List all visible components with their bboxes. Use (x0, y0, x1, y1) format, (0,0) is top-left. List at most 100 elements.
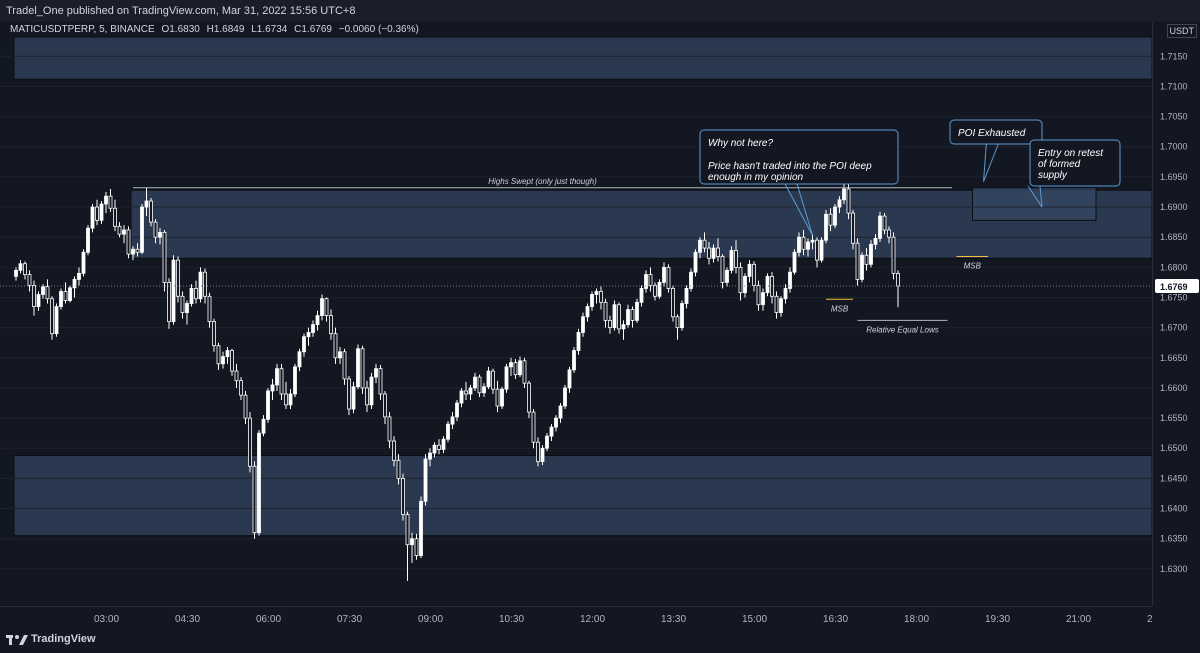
candle[interactable] (666, 264, 671, 293)
candle[interactable] (851, 210, 855, 250)
candle[interactable] (383, 390, 387, 425)
candle[interactable] (878, 211, 882, 243)
candle[interactable] (72, 276, 77, 298)
candle[interactable] (320, 294, 324, 321)
candle[interactable] (549, 424, 554, 442)
candle[interactable] (104, 191, 108, 214)
candle[interactable] (437, 439, 441, 455)
candle[interactable] (261, 415, 266, 437)
candle[interactable] (338, 346, 342, 364)
candle[interactable] (279, 363, 284, 401)
candle[interactable] (747, 260, 752, 283)
candle[interactable] (846, 182, 851, 220)
candle[interactable] (401, 473, 405, 521)
candle[interactable] (41, 284, 45, 299)
candle[interactable] (414, 533, 419, 560)
candle[interactable] (117, 222, 122, 238)
candle[interactable] (554, 415, 558, 432)
candle[interactable] (567, 366, 572, 393)
candle[interactable] (180, 291, 185, 319)
candle[interactable] (410, 532, 414, 563)
candle[interactable] (342, 348, 347, 385)
candle[interactable] (374, 363, 378, 384)
candle[interactable] (720, 254, 725, 289)
candle[interactable] (392, 436, 396, 467)
candle[interactable] (90, 204, 95, 233)
candle[interactable] (698, 237, 702, 259)
candle[interactable] (216, 342, 221, 370)
candle[interactable] (653, 282, 657, 301)
candle[interactable] (153, 219, 158, 244)
candle[interactable] (590, 291, 594, 311)
candle[interactable] (212, 318, 216, 352)
candle[interactable] (680, 300, 684, 331)
candle[interactable] (360, 345, 365, 394)
candle[interactable] (68, 285, 72, 303)
candle[interactable] (509, 357, 513, 376)
candle[interactable] (729, 246, 734, 274)
candle[interactable] (63, 282, 68, 304)
candle[interactable] (365, 380, 369, 413)
candle[interactable] (783, 284, 788, 304)
candle[interactable] (473, 372, 477, 391)
candle[interactable] (329, 309, 333, 340)
candle[interactable] (545, 433, 549, 452)
candle[interactable] (198, 267, 203, 303)
candle[interactable] (239, 377, 243, 401)
candle[interactable] (531, 409, 536, 449)
candle[interactable] (806, 238, 810, 257)
candle[interactable] (563, 384, 567, 410)
candle[interactable] (176, 256, 180, 303)
candle[interactable] (891, 232, 896, 280)
candle[interactable] (230, 348, 234, 376)
candle[interactable] (491, 368, 495, 394)
candle[interactable] (675, 314, 680, 340)
candle[interactable] (18, 260, 23, 274)
candle[interactable] (626, 304, 630, 328)
candle[interactable] (81, 249, 86, 277)
candle[interactable] (270, 378, 275, 401)
candle[interactable] (158, 228, 162, 245)
candle[interactable] (167, 278, 171, 329)
candle[interactable] (581, 312, 585, 337)
candle[interactable] (284, 381, 288, 410)
candle[interactable] (608, 315, 612, 334)
candle[interactable] (315, 310, 320, 331)
candle[interactable] (248, 412, 252, 473)
candle[interactable] (135, 243, 140, 257)
candle[interactable] (648, 267, 653, 292)
candle[interactable] (288, 389, 293, 410)
candle[interactable] (311, 320, 315, 337)
candle[interactable] (369, 372, 374, 410)
candle[interactable] (144, 187, 149, 217)
candle[interactable] (801, 229, 806, 256)
candle[interactable] (603, 298, 608, 328)
candle[interactable] (234, 363, 239, 388)
candle[interactable] (833, 204, 837, 229)
candle[interactable] (14, 267, 18, 281)
candle[interactable] (257, 430, 261, 536)
candle[interactable] (450, 412, 455, 429)
callout-1[interactable]: POI Exhausted (949, 119, 1043, 182)
candle[interactable] (630, 306, 635, 328)
candle[interactable] (149, 198, 153, 227)
candle[interactable] (185, 300, 189, 325)
candle[interactable] (518, 356, 522, 378)
zone-0[interactable] (13, 36, 1153, 80)
candle[interactable] (428, 448, 432, 467)
symbol-label[interactable]: MATICUSDTPERP, 5, BINANCE (10, 24, 155, 35)
candle[interactable] (275, 363, 279, 391)
candle[interactable] (189, 284, 194, 307)
candle[interactable] (504, 363, 509, 393)
candle[interactable] (855, 238, 860, 286)
candle[interactable] (869, 240, 873, 268)
candle[interactable] (446, 421, 450, 443)
candle[interactable] (266, 387, 270, 423)
candle[interactable] (162, 229, 167, 292)
candle[interactable] (324, 297, 329, 322)
candle[interactable] (815, 237, 819, 268)
candle[interactable] (126, 226, 131, 259)
candle[interactable] (297, 348, 302, 372)
candle[interactable] (455, 400, 459, 422)
